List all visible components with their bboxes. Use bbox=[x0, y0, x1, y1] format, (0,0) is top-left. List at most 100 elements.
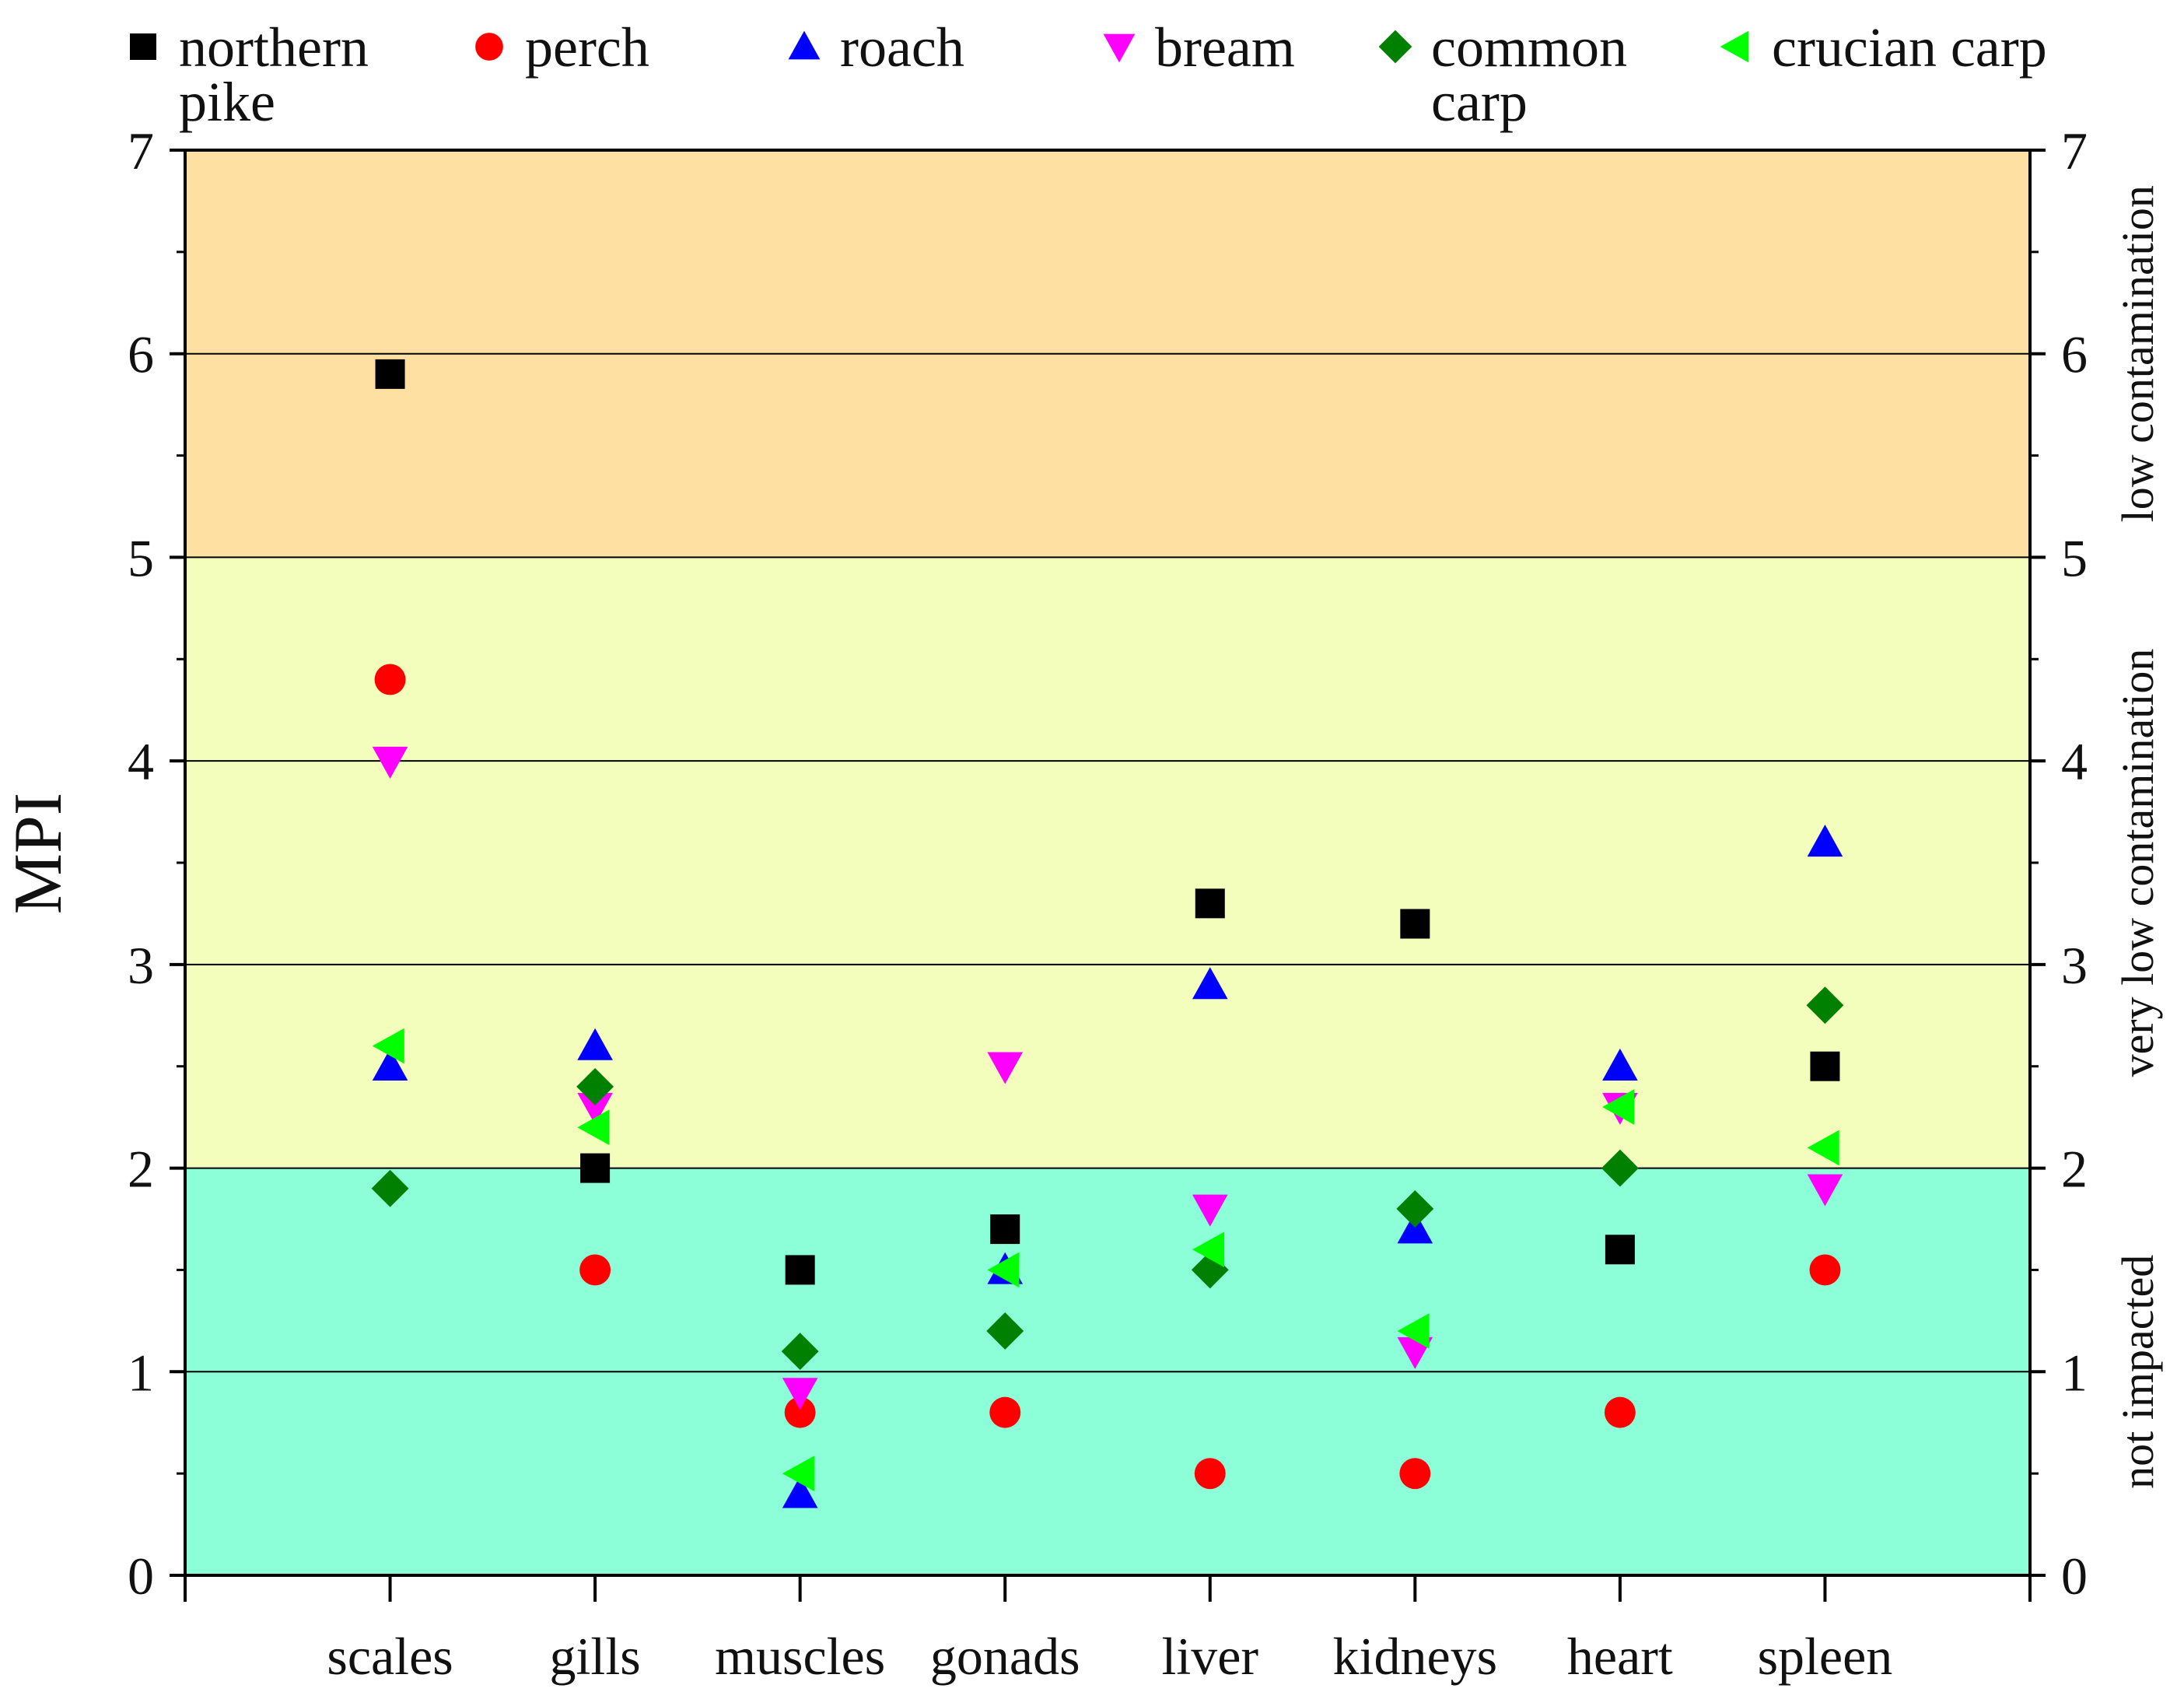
point-crucian-carp-liver bbox=[1192, 1231, 1225, 1268]
zone-labels: not impacted very low contamination low co… bbox=[2112, 185, 2163, 1489]
point-northern-pike-heart bbox=[1605, 1235, 1635, 1265]
zone-label-low-contamination: low contamination bbox=[2112, 185, 2163, 522]
point-common-carp-kidneys bbox=[1396, 1189, 1434, 1228]
point-perch-gonads bbox=[989, 1396, 1021, 1428]
y-tick-label-left: 3 bbox=[128, 936, 154, 995]
point-northern-pike-gonads bbox=[990, 1214, 1020, 1245]
point-northern-pike-kidneys bbox=[1400, 909, 1430, 939]
y-tick-label-left: 0 bbox=[128, 1547, 154, 1606]
x-tick-label-kidneys: kidneys bbox=[1333, 1627, 1498, 1686]
point-northern-pike-spleen bbox=[1810, 1051, 1840, 1081]
point-crucian-carp-heart bbox=[1602, 1089, 1635, 1125]
x-tick-label-liver: liver bbox=[1161, 1627, 1258, 1686]
point-bream-gills bbox=[577, 1092, 613, 1125]
legend-item-roach: roach bbox=[788, 16, 964, 79]
point-roach-scales bbox=[372, 1048, 408, 1081]
point-common-carp-heart bbox=[1601, 1149, 1639, 1187]
y-tick-label-left: 6 bbox=[128, 325, 154, 384]
point-roach-gills bbox=[577, 1028, 613, 1060]
legend-label-common-carp: common bbox=[1431, 16, 1627, 79]
contamination-zones bbox=[185, 150, 2030, 1575]
point-perch-gills bbox=[579, 1254, 611, 1286]
legend-marker-perch bbox=[475, 33, 503, 61]
y-tick-label-right: 5 bbox=[2061, 528, 2088, 587]
legend-marker-common-carp bbox=[1378, 30, 1412, 64]
y-tick-label-left: 7 bbox=[128, 121, 154, 180]
point-roach-spleen bbox=[1807, 825, 1843, 857]
point-perch-scales bbox=[374, 664, 406, 695]
point-bream-liver bbox=[1192, 1194, 1228, 1227]
x-tick-label-spleen: spleen bbox=[1758, 1627, 1893, 1686]
point-common-carp-gills bbox=[576, 1067, 614, 1105]
y-tick-label-right: 2 bbox=[2061, 1140, 2088, 1199]
legend-item-perch: perch bbox=[475, 16, 649, 79]
series-roach bbox=[372, 825, 1843, 1508]
point-crucian-carp-muscles bbox=[782, 1456, 814, 1491]
y-tick-label-right: 7 bbox=[2061, 121, 2088, 180]
legend-label-roach: roach bbox=[840, 16, 964, 79]
axis-ticks: 0 0 1 1 2 2 3 3 4 4 5 5 6 6 7 7 scales gills muscles gonads… bbox=[128, 121, 2088, 1686]
point-crucian-carp-gonads bbox=[987, 1252, 1020, 1288]
zone-label-not-impacted: not impacted bbox=[2112, 1255, 2163, 1489]
point-common-carp-scales bbox=[371, 1169, 409, 1207]
legend-label-bream: bream bbox=[1155, 16, 1295, 79]
point-northern-pike-muscles bbox=[785, 1255, 815, 1285]
legend-item-crucian-carp: crucian carp bbox=[1720, 16, 2047, 79]
point-roach-heart bbox=[1602, 1048, 1638, 1081]
point-perch-spleen bbox=[1809, 1254, 1841, 1286]
legend-item-bream: bream bbox=[1103, 16, 1295, 79]
point-bream-spleen bbox=[1807, 1174, 1843, 1207]
series-crucian-carp bbox=[372, 1028, 1839, 1491]
zone-very-low-contamination bbox=[185, 557, 2030, 1168]
legend-label-northern-pike: pike bbox=[179, 71, 275, 133]
legend-marker-crucian-carp bbox=[1720, 30, 1749, 63]
x-tick-label-muscles: muscles bbox=[715, 1627, 885, 1686]
y-tick-label-right: 6 bbox=[2061, 325, 2088, 384]
legend-label-crucian-carp: crucian carp bbox=[1772, 16, 2047, 79]
x-tick-label-gonads: gonads bbox=[930, 1627, 1080, 1686]
y-axis-title: MPI bbox=[1, 793, 76, 915]
legend-label-perch: perch bbox=[525, 16, 649, 79]
point-bream-scales bbox=[372, 746, 408, 779]
y-tick-label-left: 2 bbox=[128, 1140, 154, 1199]
point-northern-pike-gills bbox=[580, 1153, 611, 1183]
zone-label-very-low-contamination: very low contamination bbox=[2112, 649, 2163, 1077]
y-tick-label-left: 4 bbox=[128, 732, 154, 791]
x-tick-label-gills: gills bbox=[550, 1627, 641, 1686]
point-crucian-carp-spleen bbox=[1807, 1130, 1839, 1166]
horizontal-gridlines bbox=[185, 352, 2030, 1373]
y-tick-label-right: 4 bbox=[2061, 732, 2088, 791]
y-tick-label-left: 5 bbox=[128, 528, 154, 587]
point-common-carp-spleen bbox=[1806, 986, 1844, 1025]
point-northern-pike-liver bbox=[1195, 888, 1225, 919]
point-northern-pike-scales bbox=[375, 359, 405, 389]
legend-label-common-carp: carp bbox=[1431, 71, 1528, 133]
point-perch-kidneys bbox=[1399, 1458, 1431, 1490]
legend-label-northern-pike: northern bbox=[179, 16, 369, 79]
point-bream-gonads bbox=[987, 1052, 1024, 1084]
y-tick-label-right: 0 bbox=[2061, 1547, 2088, 1606]
point-crucian-carp-scales bbox=[372, 1028, 404, 1064]
legend-marker-northern-pike bbox=[130, 33, 156, 60]
point-common-carp-muscles bbox=[781, 1333, 819, 1371]
series-perch bbox=[374, 664, 1841, 1490]
point-bream-muscles bbox=[782, 1378, 818, 1410]
point-perch-heart bbox=[1604, 1396, 1636, 1428]
point-roach-muscles bbox=[782, 1476, 818, 1508]
point-crucian-carp-gills bbox=[577, 1109, 610, 1146]
data-markers bbox=[371, 359, 1844, 1508]
point-perch-muscles bbox=[784, 1396, 816, 1428]
series-northern-pike bbox=[375, 359, 1840, 1285]
legend-marker-bream bbox=[1103, 33, 1136, 63]
point-crucian-carp-kidneys bbox=[1397, 1313, 1430, 1349]
x-tick-label-scales: scales bbox=[327, 1627, 453, 1686]
point-common-carp-liver bbox=[1191, 1251, 1229, 1289]
y-tick-label-left: 1 bbox=[128, 1343, 154, 1402]
point-perch-liver bbox=[1194, 1458, 1226, 1490]
legend-marker-roach bbox=[788, 30, 821, 60]
x-tick-label-heart: heart bbox=[1567, 1627, 1673, 1686]
